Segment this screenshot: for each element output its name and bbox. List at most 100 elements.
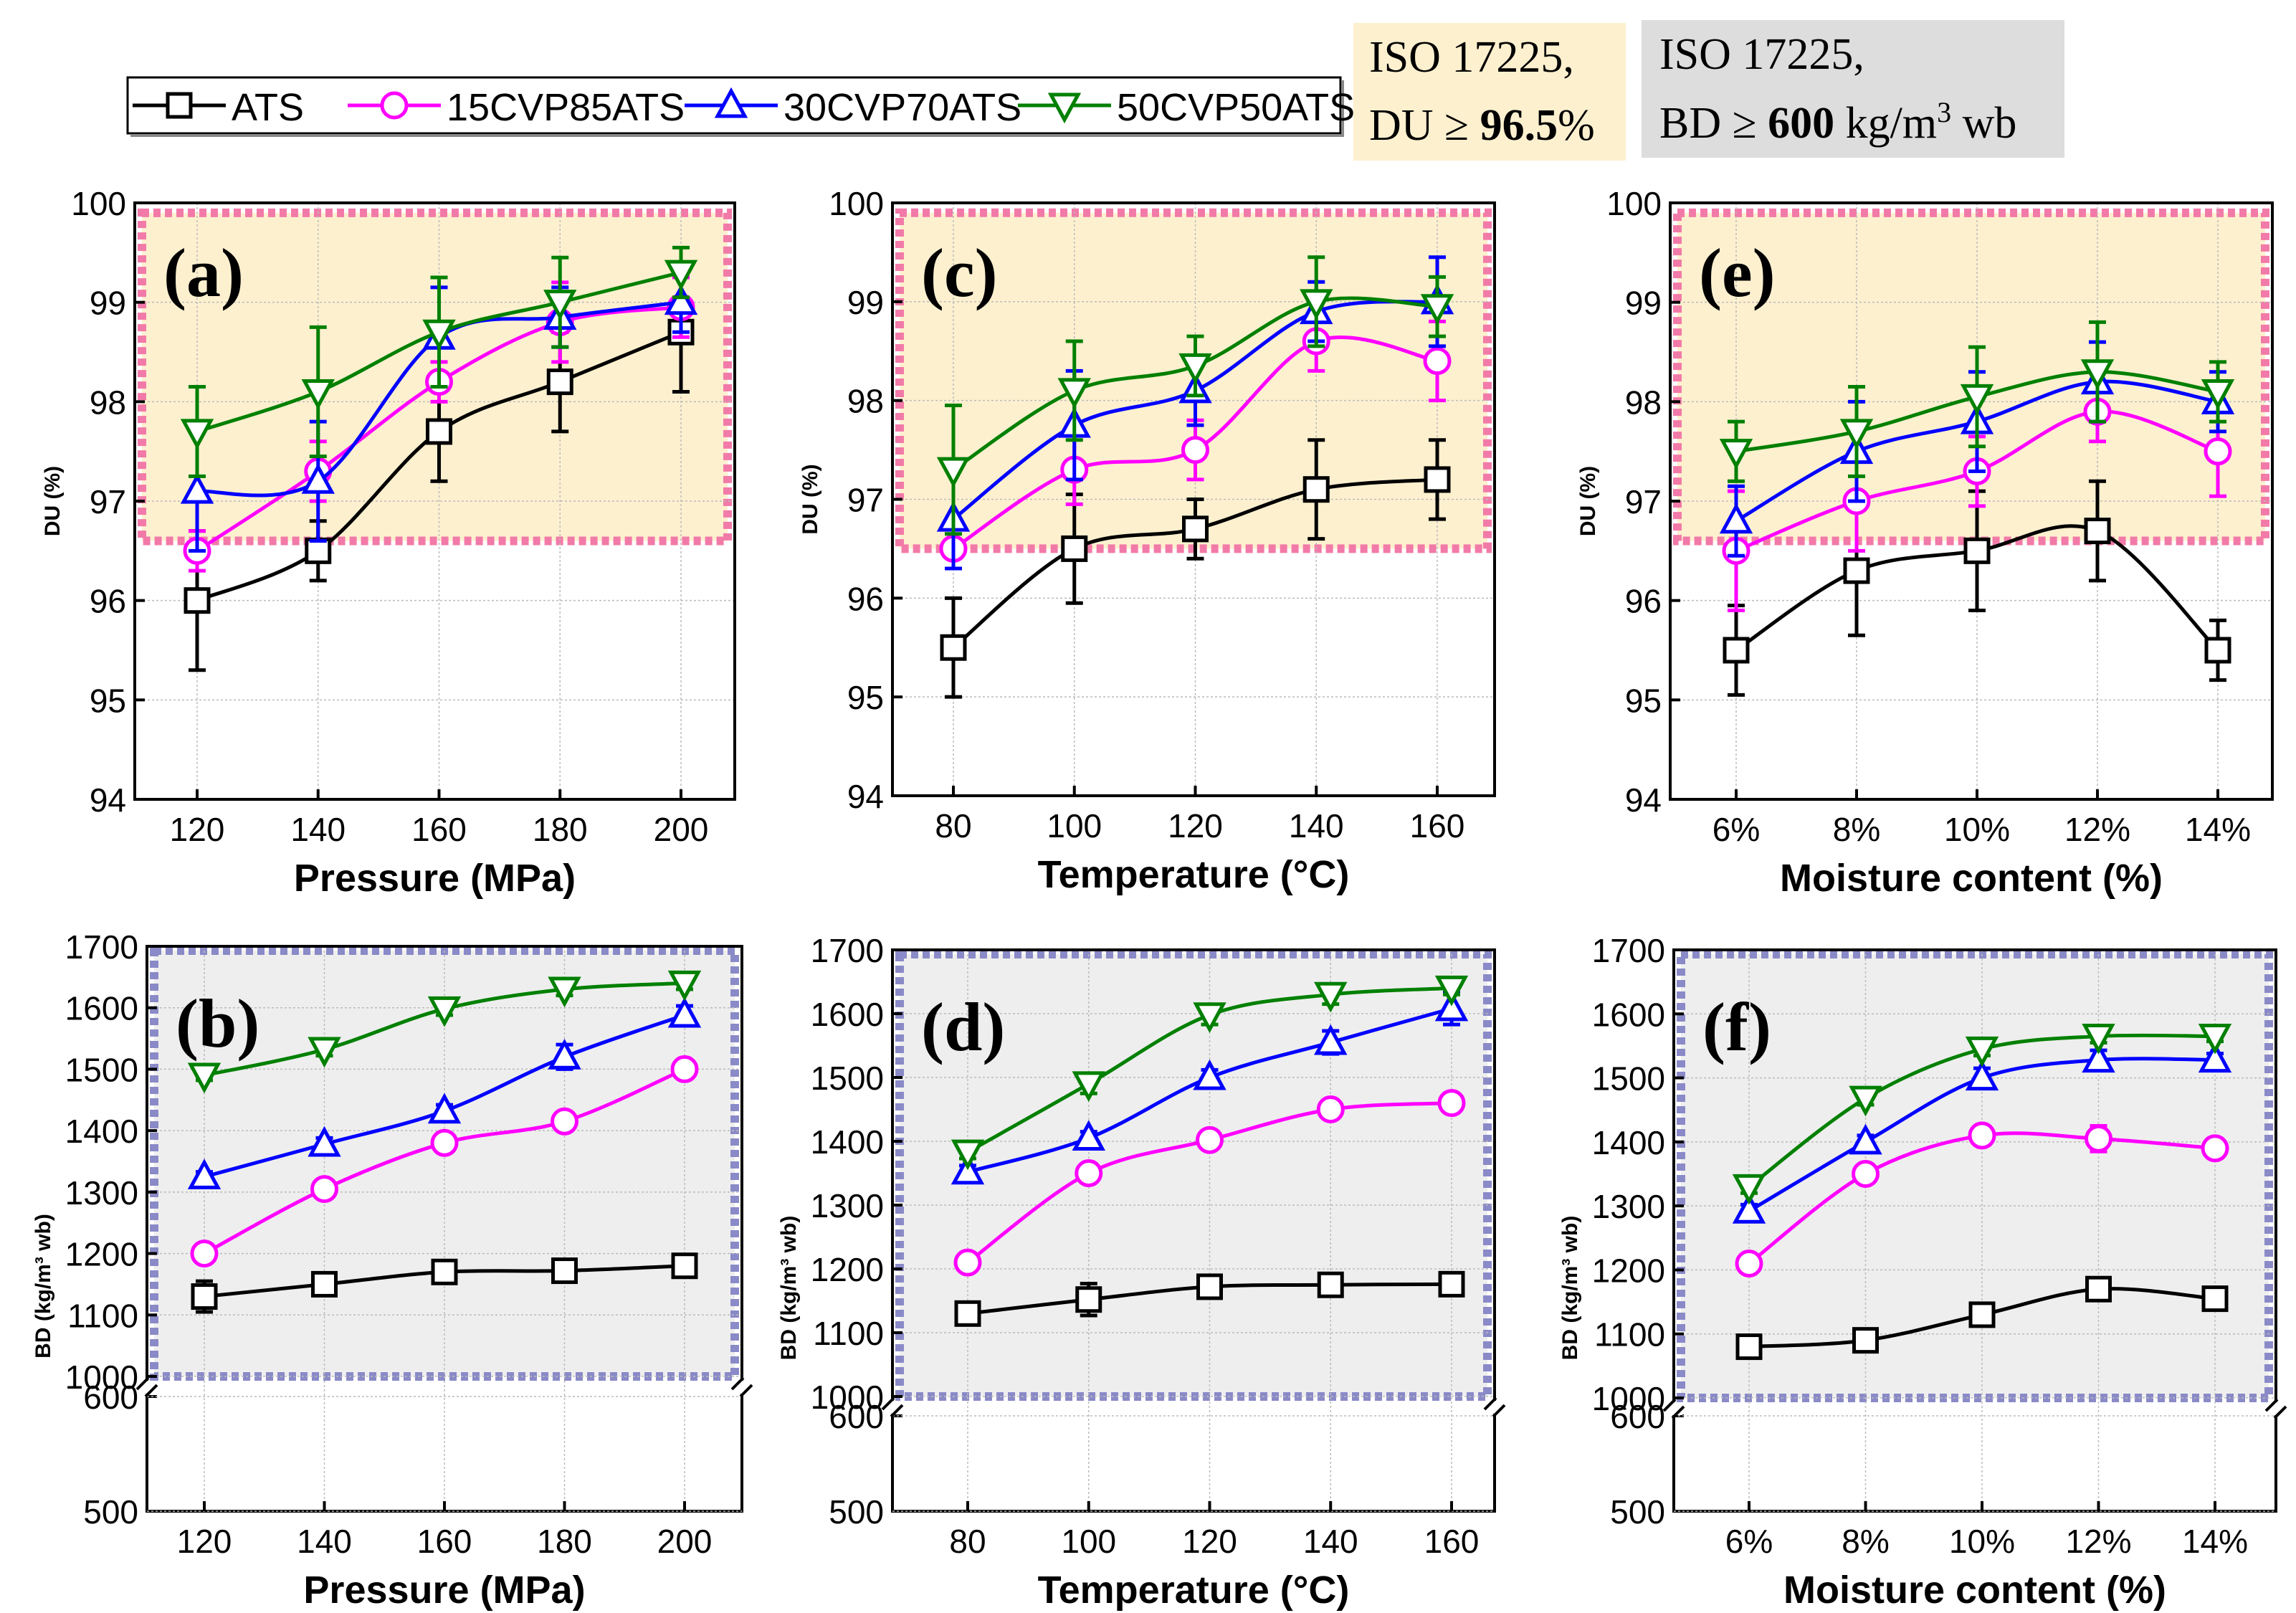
y-axis-label: BD (kg/m³ wb)	[777, 1216, 801, 1361]
y-tick-label: 97	[1625, 483, 1662, 520]
data-point	[2204, 437, 2232, 466]
data-point	[191, 1283, 218, 1310]
data-point	[187, 1158, 221, 1189]
data-point	[1193, 1002, 1226, 1034]
y-tick-label: 95	[1625, 682, 1662, 719]
data-point	[422, 319, 456, 351]
y-tick-label: 94	[1625, 781, 1662, 819]
data-point	[548, 976, 581, 1008]
x-tick-label: 80	[935, 807, 971, 844]
data-point	[180, 419, 214, 450]
x-tick-label: 200	[654, 811, 709, 848]
series-30CVP70ATS	[187, 996, 702, 1189]
data-point	[1960, 384, 1994, 415]
y-tick-label: 1300	[1592, 1188, 1665, 1225]
data-point	[543, 290, 577, 320]
data-point	[1075, 1159, 1103, 1187]
data-point	[1061, 535, 1088, 562]
panel-label: (b)	[176, 985, 259, 1062]
panel-label: (c)	[921, 234, 998, 311]
y-tick-label: 100	[1606, 185, 1662, 222]
legend-label: 15CVP85ATS	[447, 86, 685, 129]
data-point	[1968, 1301, 1996, 1328]
legend-entry-15CVP85ATS: 15CVP85ATS	[348, 86, 685, 129]
legend-entry-ATS: ATS	[133, 86, 304, 129]
data-point	[190, 1240, 219, 1268]
x-axis-label: Moisture content (%)	[1780, 857, 2163, 900]
legend-marker	[1047, 92, 1082, 124]
data-point	[310, 1175, 338, 1204]
y-tick-label: 98	[1625, 384, 1662, 421]
legend-entry-30CVP70ATS: 30CVP70ATS	[685, 86, 1021, 129]
standard-region	[1673, 208, 2269, 546]
du-box-line2: DU ≥ 96.5%	[1369, 101, 1595, 150]
y-tick-label: 600	[83, 1379, 138, 1416]
x-tick-label: 10%	[1949, 1523, 2015, 1560]
data-point	[2085, 1124, 2112, 1153]
y-tick-label: 98	[847, 383, 884, 420]
data-point	[667, 996, 702, 1028]
y-tick-label: 600	[829, 1398, 884, 1435]
data-point	[1839, 419, 1874, 450]
data-point	[548, 1039, 581, 1070]
data-point	[2198, 1024, 2232, 1055]
y-tick-label: 1400	[811, 1123, 884, 1161]
data-point	[1182, 515, 1209, 543]
data-point	[1437, 1089, 1466, 1118]
y-tick-label: 1300	[65, 1174, 138, 1212]
data-point	[1852, 1160, 1880, 1188]
x-tick-label: 8%	[1842, 1523, 1889, 1560]
du-box-line1: ISO 17225,	[1369, 33, 1574, 82]
data-point	[2201, 1134, 2229, 1163]
data-point	[430, 1128, 459, 1157]
data-point	[940, 634, 967, 661]
data-point	[427, 1093, 462, 1124]
chart-e: 94 95 96 97 98 99 100 6% 8% 10% 12% 14% Moisture con…	[1576, 185, 2274, 900]
data-point	[551, 1107, 578, 1136]
x-tick-label: 180	[533, 811, 588, 848]
x-tick-label: 14%	[2182, 1523, 2248, 1560]
data-point	[2201, 1285, 2229, 1313]
y-tick-label: 1400	[1592, 1124, 1665, 1161]
x-axis-label: Pressure (MPa)	[303, 1569, 585, 1612]
series-15CVP85ATS	[1722, 380, 2232, 613]
axis-break	[1492, 1404, 1506, 1418]
series-ATS	[1735, 1275, 2229, 1361]
legend-entry-50CVP50ATS: 50CVP50ATS	[1018, 86, 1355, 129]
data-point	[431, 1258, 458, 1285]
data-point	[671, 1252, 698, 1280]
y-tick-label: 98	[90, 384, 126, 421]
data-point	[1965, 1036, 1999, 1067]
series-15CVP85ATS	[190, 1055, 699, 1268]
panel-label: (a)	[163, 234, 244, 311]
y-tick-label: 95	[90, 682, 126, 719]
x-tick-label: 140	[1303, 1523, 1358, 1560]
chart-d: 1000 1100 1200 1300 1400 1500 1600 1700 500 600 80…	[777, 932, 1506, 1612]
y-tick-label: 99	[1625, 285, 1662, 322]
x-tick-label: 200	[657, 1523, 713, 1560]
series-50CVP50ATS	[180, 245, 698, 478]
data-point	[1420, 294, 1454, 325]
x-tick-label: 160	[1410, 807, 1465, 844]
data-point	[2085, 1275, 2112, 1303]
x-tick-label: 160	[1424, 1523, 1480, 1560]
axis-break	[135, 1376, 150, 1391]
y-tick-label: 96	[1625, 583, 1662, 620]
data-point	[1732, 1174, 1766, 1205]
y-tick-label: 1200	[65, 1236, 138, 1273]
y-tick-label: 1400	[65, 1113, 138, 1150]
y-tick-label: 99	[847, 284, 884, 321]
x-tick-label: 120	[1168, 807, 1223, 844]
x-tick-label: 12%	[2065, 1523, 2131, 1560]
chart-c: 94 95 96 97 98 99 100 80 100 120 140 160 Temperature…	[799, 185, 1496, 896]
y-tick-label: 97	[847, 482, 884, 519]
panel-label: (d)	[921, 989, 1005, 1065]
axis-break	[890, 1404, 904, 1418]
data-point	[1723, 637, 1750, 664]
data-point	[2082, 1024, 2115, 1055]
legend-label: 50CVP50ATS	[1117, 86, 1355, 129]
axis-break	[730, 1376, 745, 1391]
data-point	[951, 1139, 985, 1171]
data-point	[426, 418, 452, 445]
